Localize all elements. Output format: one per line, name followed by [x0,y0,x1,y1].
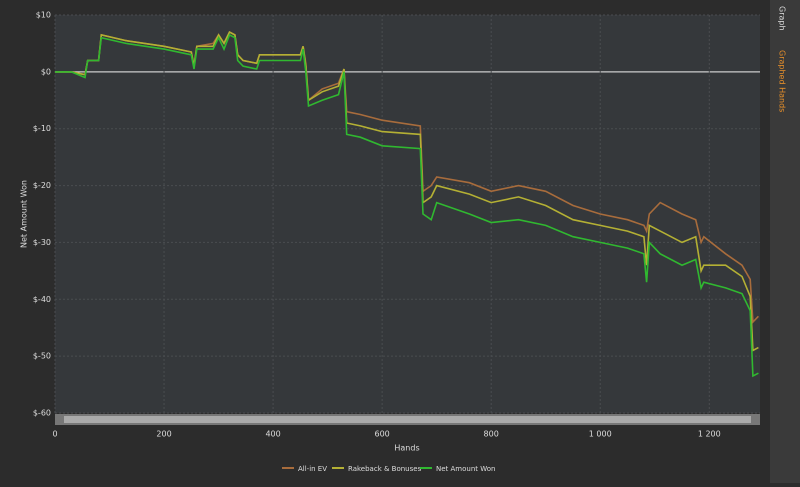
legend-label: All-in EV [298,465,327,473]
legend-label: Net Amount Won [436,465,495,473]
side-panel [770,0,800,483]
data-line [55,33,759,378]
y-tick-label: $10 [36,11,51,20]
x-tick-label: 1 000 [589,430,612,439]
x-tick-label: 800 [484,430,499,439]
y-tick-label: $-10 [33,124,51,133]
x-tick-label: 0 [52,430,57,439]
y-tick-label: $0 [41,67,51,76]
y-tick-label: $-30 [33,238,51,247]
x-tick-label: 400 [265,430,280,439]
scrollbar-thumb[interactable] [64,416,751,423]
legend-label: Rakeback & Bonuses [348,465,422,473]
x-axis-label: Hands [394,444,419,453]
y-tick-label: $-40 [33,295,51,304]
plot-area [55,15,760,413]
y-tick-label: $-50 [33,352,51,361]
tab[interactable]: Graphed Hands [778,50,787,112]
y-tick-label: $-60 [33,409,51,418]
y-tick-label: $-20 [33,181,51,190]
x-tick-label: 1 200 [698,430,721,439]
x-tick-label: 200 [156,430,171,439]
x-tick-label: 600 [375,430,390,439]
y-axis-label: Net Amount Won [20,180,29,248]
tab[interactable]: Graph [778,6,787,31]
